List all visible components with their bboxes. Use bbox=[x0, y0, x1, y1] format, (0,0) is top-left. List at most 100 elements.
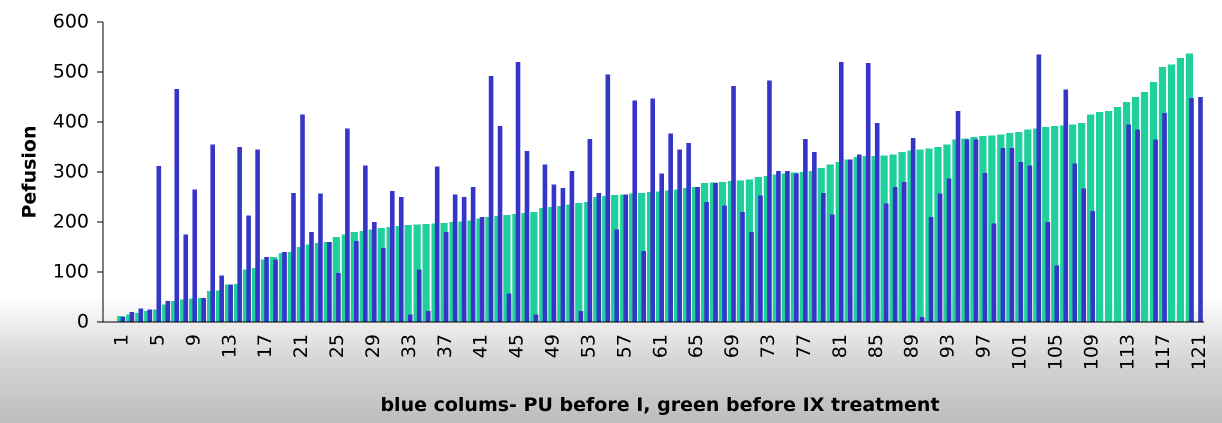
bar bbox=[425, 311, 431, 322]
x-tick-label: 49 bbox=[542, 334, 564, 358]
bar bbox=[255, 149, 260, 322]
bar bbox=[1162, 113, 1167, 322]
bar bbox=[1140, 92, 1149, 322]
bar bbox=[1189, 98, 1194, 322]
bar bbox=[1090, 211, 1096, 322]
bar bbox=[542, 164, 548, 322]
bar bbox=[668, 133, 673, 322]
bar bbox=[470, 187, 476, 322]
bar bbox=[928, 217, 934, 322]
bar bbox=[264, 257, 269, 322]
bar bbox=[785, 171, 790, 322]
x-tick-label: 41 bbox=[470, 334, 492, 358]
bar bbox=[1176, 58, 1185, 322]
bar bbox=[1045, 222, 1051, 322]
y-tick-label: 400 bbox=[53, 111, 89, 133]
bar bbox=[318, 193, 323, 322]
y-tick-label: 300 bbox=[53, 161, 89, 183]
bar bbox=[291, 193, 296, 322]
bar bbox=[327, 242, 332, 322]
bar bbox=[300, 114, 305, 322]
x-tick-label: 65 bbox=[685, 334, 707, 358]
bar bbox=[560, 188, 566, 322]
bar bbox=[381, 248, 386, 322]
bar bbox=[740, 212, 745, 322]
bar bbox=[578, 311, 584, 322]
bar bbox=[695, 187, 700, 322]
bar bbox=[883, 203, 889, 322]
bar bbox=[336, 273, 341, 322]
x-tick-label: 1 bbox=[110, 334, 132, 346]
bar bbox=[1153, 139, 1158, 322]
bar bbox=[282, 252, 287, 322]
bar bbox=[551, 184, 557, 322]
bar bbox=[422, 224, 430, 322]
x-tick-label: 121 bbox=[1188, 334, 1210, 370]
bar bbox=[605, 74, 611, 322]
bar bbox=[964, 139, 970, 322]
bar bbox=[354, 241, 359, 322]
bar bbox=[569, 171, 575, 322]
x-tick-label: 101 bbox=[1008, 334, 1030, 370]
bar bbox=[821, 193, 826, 322]
bar bbox=[174, 89, 180, 322]
bar bbox=[1036, 54, 1042, 322]
bar bbox=[273, 259, 278, 322]
bar bbox=[192, 189, 198, 322]
bar bbox=[219, 275, 224, 322]
bar bbox=[767, 80, 772, 322]
bar bbox=[488, 76, 494, 322]
bar bbox=[1096, 112, 1104, 322]
bar bbox=[838, 62, 844, 322]
bar bbox=[201, 298, 207, 322]
bar bbox=[1063, 89, 1069, 322]
bar bbox=[147, 309, 153, 322]
bar bbox=[129, 312, 135, 322]
x-tick-label: 77 bbox=[793, 334, 815, 358]
x-tick-label: 45 bbox=[506, 334, 528, 358]
bar bbox=[776, 171, 781, 322]
x-tick-label: 109 bbox=[1080, 334, 1102, 370]
bar bbox=[1054, 265, 1060, 322]
bar bbox=[1000, 148, 1006, 322]
bar bbox=[659, 173, 664, 322]
bar bbox=[856, 154, 862, 322]
x-tick-label: 117 bbox=[1152, 334, 1174, 370]
y-tick-label: 200 bbox=[53, 211, 89, 233]
bar bbox=[1018, 162, 1024, 322]
bar bbox=[530, 212, 538, 322]
bar bbox=[404, 225, 412, 322]
bar bbox=[372, 222, 377, 322]
bar bbox=[1167, 64, 1176, 322]
bar bbox=[345, 128, 350, 322]
x-axis-title: blue colums- PU before I, green before I… bbox=[380, 394, 939, 416]
bar bbox=[794, 173, 799, 322]
x-tick-label: 57 bbox=[613, 334, 635, 358]
bar bbox=[722, 205, 727, 322]
bar bbox=[398, 197, 404, 322]
bar bbox=[713, 183, 718, 322]
bar bbox=[847, 159, 853, 322]
bar bbox=[210, 144, 215, 322]
bar bbox=[434, 166, 440, 322]
bar bbox=[731, 86, 736, 322]
x-tick-label: 97 bbox=[973, 334, 995, 358]
bar bbox=[919, 317, 925, 322]
x-tick-label: 29 bbox=[362, 334, 384, 358]
bar bbox=[955, 111, 961, 322]
x-tick-label: 89 bbox=[901, 334, 923, 358]
x-tick-label: 13 bbox=[218, 334, 240, 358]
bar bbox=[973, 139, 979, 322]
bar bbox=[138, 308, 144, 322]
y-tick-label: 500 bbox=[53, 61, 89, 83]
bar bbox=[575, 203, 583, 322]
bar bbox=[479, 217, 485, 322]
bar bbox=[946, 178, 952, 322]
bar bbox=[1135, 129, 1140, 322]
x-tick-label: 113 bbox=[1116, 334, 1138, 370]
x-tick-label: 73 bbox=[757, 334, 779, 358]
bar bbox=[515, 62, 521, 322]
bar bbox=[901, 182, 907, 322]
bar bbox=[596, 193, 602, 322]
bar bbox=[641, 251, 647, 322]
